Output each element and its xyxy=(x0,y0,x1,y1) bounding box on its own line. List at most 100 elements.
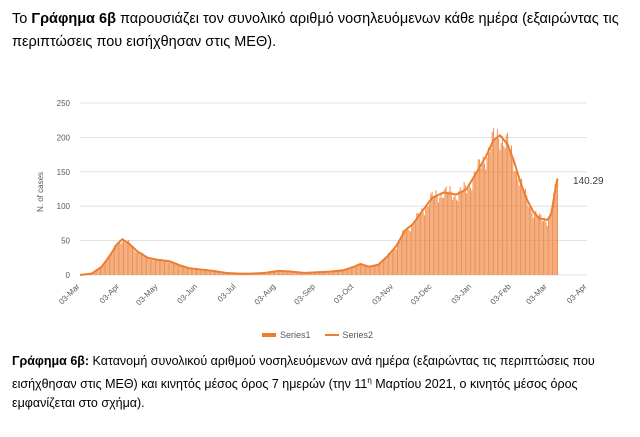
daily-bar xyxy=(312,272,314,275)
daily-bar xyxy=(297,272,299,275)
daily-bar xyxy=(545,222,547,275)
daily-bar xyxy=(288,271,290,275)
daily-bar xyxy=(293,271,295,275)
daily-bar xyxy=(329,271,331,275)
daily-bar xyxy=(513,171,515,275)
daily-bar xyxy=(418,216,420,275)
daily-bar xyxy=(384,257,386,275)
daily-bar xyxy=(478,159,480,275)
daily-bar xyxy=(298,272,300,275)
legend-series2-swatch xyxy=(324,334,339,336)
daily-bar xyxy=(494,140,496,275)
daily-bar xyxy=(185,267,187,275)
daily-bar xyxy=(169,261,171,275)
daily-bar xyxy=(115,245,117,275)
daily-bar xyxy=(135,252,137,275)
daily-bar xyxy=(331,271,333,275)
daily-bar xyxy=(437,202,439,275)
daily-bar xyxy=(450,191,452,275)
daily-bar xyxy=(201,269,203,275)
daily-bar xyxy=(194,268,196,275)
daily-bar xyxy=(174,262,176,275)
daily-bar xyxy=(467,189,469,275)
intro-text: παρουσιάζει τον συνολικό αριθμό νοσηλευό… xyxy=(12,11,619,50)
daily-bar xyxy=(295,272,297,275)
daily-bar xyxy=(541,221,543,275)
daily-bar xyxy=(391,250,393,275)
daily-bar xyxy=(107,258,109,275)
daily-bar xyxy=(420,212,422,275)
daily-bar xyxy=(170,261,172,275)
daily-bar xyxy=(124,240,126,275)
daily-bar xyxy=(362,265,364,275)
daily-bar xyxy=(187,267,189,275)
daily-bar xyxy=(128,239,130,275)
daily-bar xyxy=(313,272,315,275)
daily-bar xyxy=(281,271,283,275)
daily-bar xyxy=(318,272,320,275)
daily-bar xyxy=(490,148,492,275)
daily-bar xyxy=(484,163,486,275)
daily-bar xyxy=(188,267,190,275)
daily-bar xyxy=(449,186,451,275)
daily-bar xyxy=(381,262,383,275)
daily-bar xyxy=(500,142,502,275)
daily-bar xyxy=(149,259,151,275)
daily-bar xyxy=(160,259,162,275)
daily-bar xyxy=(143,254,145,275)
daily-bar xyxy=(425,208,427,275)
daily-bar xyxy=(178,265,180,275)
figure-caption: Γράφημα 6β: Κατανομή συνολικού αριθμού ν… xyxy=(12,352,628,413)
daily-bar xyxy=(211,271,213,275)
y-tick-label: 50 xyxy=(61,237,70,246)
daily-bar xyxy=(199,269,201,275)
grid-lines xyxy=(80,102,587,276)
daily-bar xyxy=(333,271,334,275)
daily-bar xyxy=(213,271,215,275)
daily-bar xyxy=(175,262,177,275)
daily-bar xyxy=(290,271,292,275)
daily-bar xyxy=(359,263,361,275)
daily-bar xyxy=(499,149,501,275)
daily-bar xyxy=(142,252,144,275)
daily-bar xyxy=(193,268,195,275)
daily-bar xyxy=(103,263,105,275)
daily-bar xyxy=(285,271,287,275)
x-tick-label: 03-Sep xyxy=(292,282,317,307)
daily-bar xyxy=(189,267,191,275)
daily-bar xyxy=(393,248,395,275)
daily-bar xyxy=(294,271,296,275)
daily-bar xyxy=(336,270,338,275)
daily-bar xyxy=(179,265,181,275)
daily-bar xyxy=(204,269,206,275)
daily-bar xyxy=(108,255,110,275)
hospitalizations-chart: 0 50 100 150 200 250 03-Mar 03-Apr 03-May 03-Jun… xyxy=(36,99,604,307)
daily-bar xyxy=(93,271,95,275)
daily-bar xyxy=(400,236,402,275)
daily-bar xyxy=(555,185,557,275)
daily-bar xyxy=(551,207,553,275)
intro-paragraph: Το Γράφημα 6β παρουσιάζει τον συνολικό α… xyxy=(12,8,630,54)
daily-bar xyxy=(510,145,512,275)
caption-label: Γράφημα 6β: xyxy=(12,354,90,368)
daily-bar xyxy=(557,180,559,275)
daily-bar xyxy=(344,269,346,275)
daily-bar xyxy=(354,265,356,275)
daily-bar xyxy=(371,266,373,275)
daily-bar xyxy=(222,272,224,275)
daily-bar xyxy=(517,179,519,275)
daily-bar xyxy=(184,266,186,275)
daily-bar xyxy=(553,192,555,275)
daily-bar xyxy=(126,241,128,275)
daily-bar xyxy=(144,256,146,275)
daily-bar xyxy=(181,267,183,275)
daily-bar xyxy=(422,212,424,275)
daily-bar xyxy=(461,192,463,275)
daily-bar xyxy=(286,271,288,275)
daily-bar xyxy=(398,240,400,275)
daily-bar xyxy=(315,272,317,275)
daily-bar xyxy=(462,189,464,275)
daily-bar xyxy=(121,241,123,275)
daily-bar xyxy=(436,195,438,275)
daily-bar xyxy=(427,206,429,275)
